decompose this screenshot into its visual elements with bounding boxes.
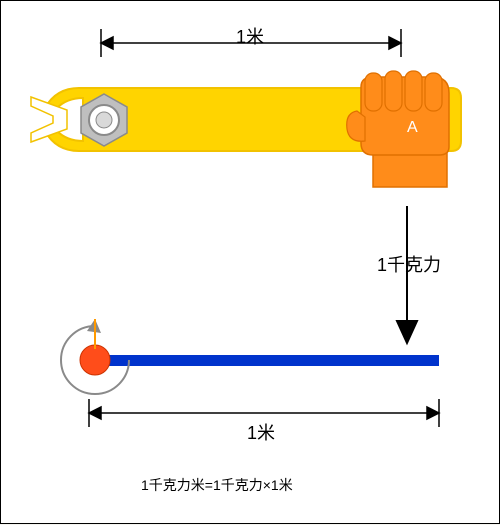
label-top-distance: 1米 — [236, 23, 264, 49]
label-force: 1千克力 — [377, 251, 441, 277]
hand-letter: A — [407, 119, 418, 137]
diagram-frame: 1米 1千克力 1米 1千克力米=1千克力×1米 A — [0, 0, 500, 524]
pivot — [80, 345, 110, 375]
label-formula: 1千克力米=1千克力×1米 — [141, 475, 293, 495]
hand — [347, 71, 449, 187]
label-bottom-distance: 1米 — [247, 419, 275, 445]
lever-bar — [89, 355, 439, 366]
